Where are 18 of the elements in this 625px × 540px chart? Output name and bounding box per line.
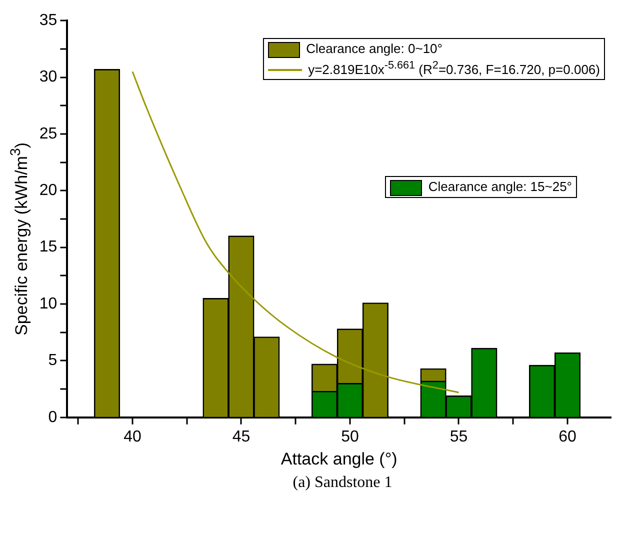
y-tick-label: 5	[48, 352, 58, 370]
y-tick-label: 10	[39, 295, 58, 312]
x-tick-label: 50	[341, 428, 359, 446]
y-tick-label: 15	[39, 238, 58, 256]
x-tick-label: 55	[450, 428, 468, 446]
legend-label: Clearance angle: 0~10°	[306, 41, 442, 56]
y-tick-label: 0	[48, 408, 58, 426]
legend-label: y=2.819E10x$^{-5.661}$ (R$^{2}$=0.736, F=16.720, p=0.006)	[308, 60, 600, 77]
y-tick-label: 20	[39, 182, 58, 200]
y-tick-label: 30	[39, 68, 58, 86]
x-tick-label: 60	[558, 428, 576, 446]
y-tick-label: 25	[39, 125, 58, 142]
x-tick-label: 45	[232, 428, 250, 446]
y-tick-label: 35	[39, 12, 58, 30]
legend-label: Clearance angle: 15~25°	[428, 179, 572, 194]
text: (a) Sandstone 1	[292, 474, 394, 492]
x-tick-label: 40	[124, 428, 142, 446]
x-axis-title: Attack angle (°)	[280, 449, 398, 468]
